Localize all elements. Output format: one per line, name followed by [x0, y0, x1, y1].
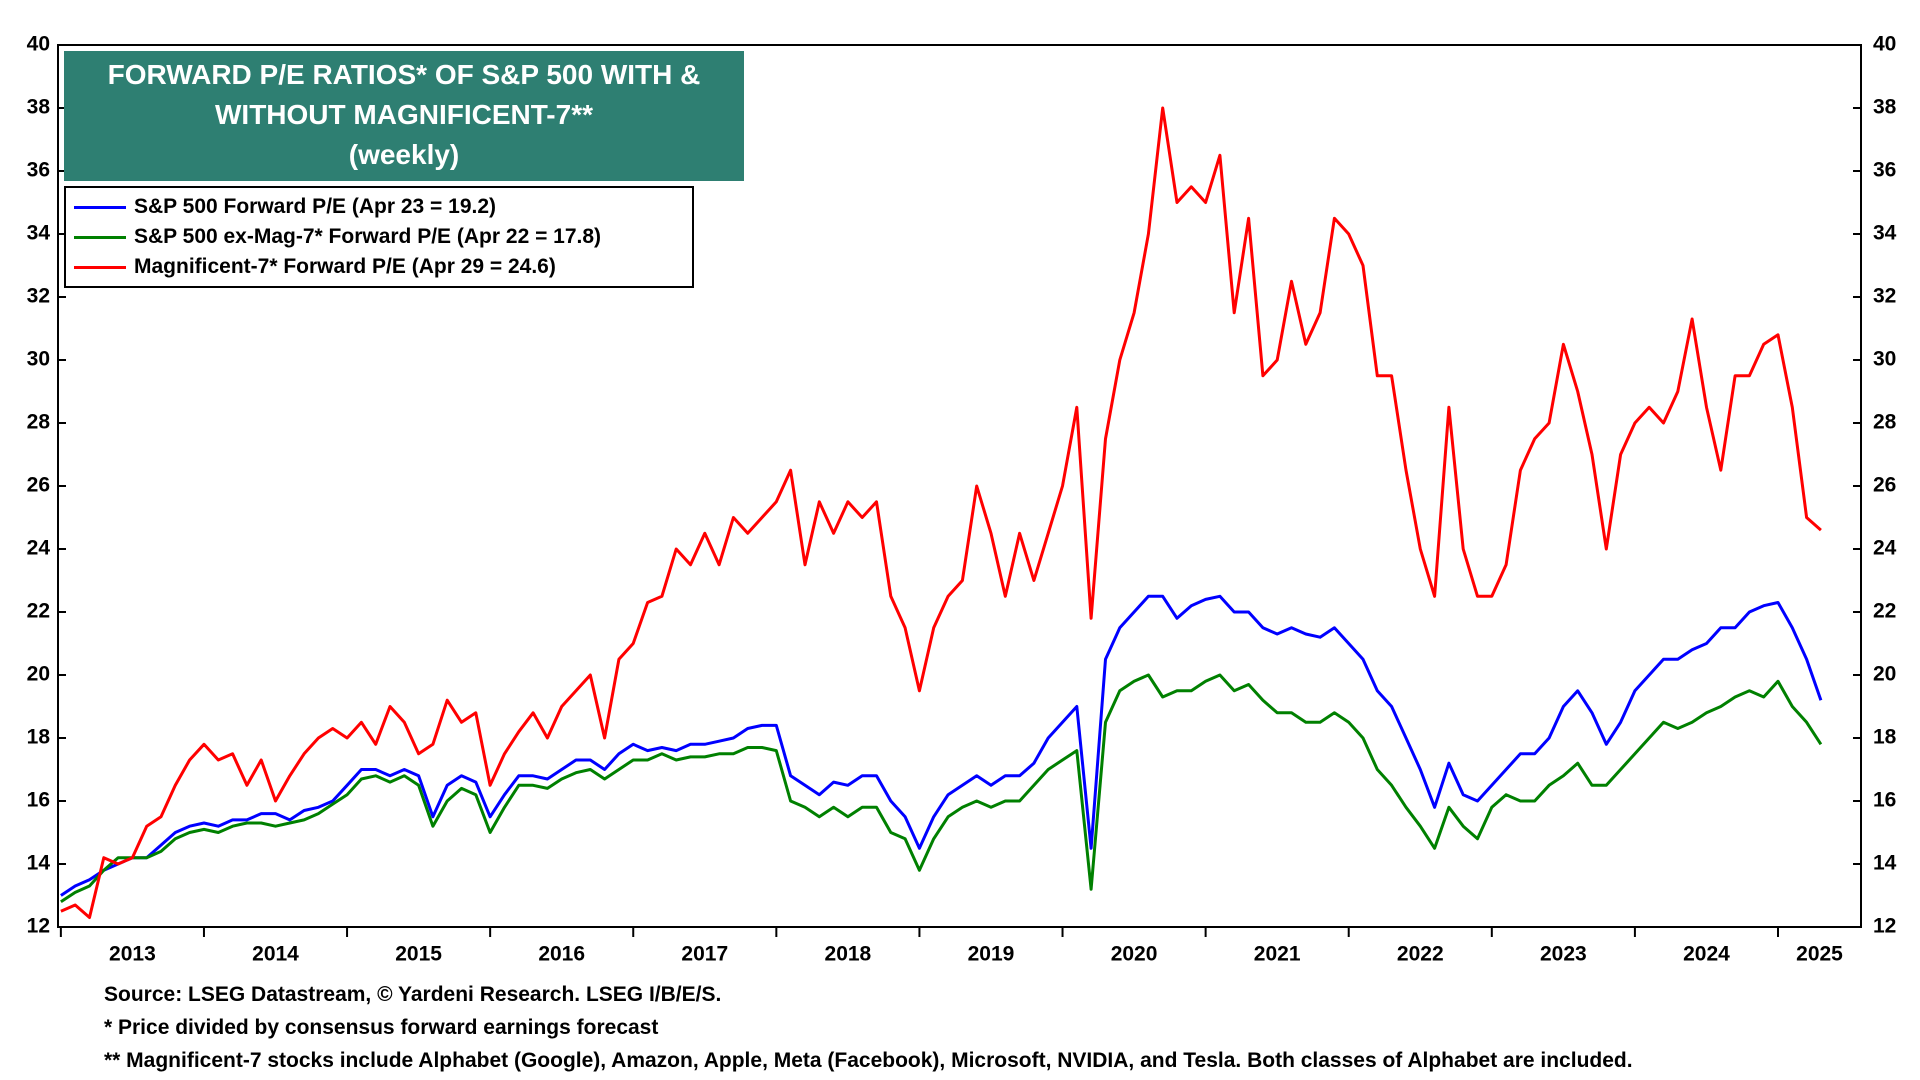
x-tick-label: 2019: [968, 943, 1015, 966]
legend-label: S&P 500 ex-Mag-7* Forward P/E (Apr 22 = …: [134, 225, 602, 248]
legend-label: S&P 500 Forward P/E (Apr 23 = 19.2): [134, 195, 497, 218]
footnote: ** Magnificent-7 stocks include Alphabet…: [104, 1049, 1633, 1072]
x-tick-label: 2015: [395, 943, 442, 966]
legend-entry: S&P 500 Forward P/E (Apr 23 = 19.2): [74, 192, 684, 222]
series-line: [60, 673, 1823, 904]
y2-tick-label: 38: [1873, 96, 1897, 119]
legend-entry: S&P 500 ex-Mag-7* Forward P/E (Apr 22 = …: [74, 222, 684, 252]
notes: Source: LSEG Datastream, © Yardeni Resea…: [104, 978, 1633, 1077]
y2-tick-label: 18: [1873, 726, 1897, 749]
y-tick-label: 12: [27, 915, 50, 938]
y-tick-label: 14: [27, 852, 51, 875]
y-tick-label: 34: [27, 222, 51, 245]
y2-tick-label: 30: [1873, 348, 1896, 371]
y2-tick-label: 28: [1873, 411, 1897, 434]
chart-subtitle: (weekly): [348, 139, 460, 170]
y2-tick-label: 16: [1873, 789, 1896, 812]
y-tick-label: 36: [27, 159, 50, 182]
y-tick-label: 30: [27, 348, 50, 371]
y-tick-label: 26: [27, 474, 50, 497]
legend-swatch: [74, 205, 126, 209]
y2-tick-label: 32: [1873, 285, 1896, 308]
x-tick-label: 2022: [1397, 943, 1444, 966]
x-tick-label: 2017: [681, 943, 728, 966]
legend: S&P 500 Forward P/E (Apr 23 = 19.2) S&P 5…: [64, 186, 694, 288]
x-tick-label: 2016: [538, 943, 585, 966]
y-tick-label: 18: [27, 726, 51, 749]
y2-tick-label: 12: [1873, 915, 1896, 938]
x-tick-label: 2023: [1540, 943, 1587, 966]
y2-tick-label: 34: [1873, 222, 1897, 245]
y2-tick-label: 36: [1873, 159, 1896, 182]
x-tick-label: 2021: [1254, 943, 1301, 966]
y-tick-label: 32: [27, 285, 50, 308]
legend-swatch: [74, 235, 126, 239]
legend-swatch: [74, 265, 126, 269]
footnote: * Price divided by consensus forward ear…: [104, 1016, 659, 1039]
y-tick-label: 28: [27, 411, 51, 434]
x-tick-label: 2013: [109, 943, 156, 966]
y-tick-label: 38: [27, 96, 51, 119]
y2-tick-label: 14: [1873, 852, 1897, 875]
x-tick-label: 2014: [252, 943, 299, 966]
y-tick-label: 22: [27, 600, 50, 623]
y-tick-label: 20: [27, 663, 50, 686]
y2-tick-label: 40: [1873, 33, 1896, 56]
title-box: FORWARD P/E RATIOS* OF S&P 500 WITH & WI…: [64, 51, 744, 181]
x-tick-label: 2018: [825, 943, 872, 966]
y-tick-label: 24: [27, 537, 51, 560]
y2-tick-label: 24: [1873, 537, 1897, 560]
y2-tick-label: 26: [1873, 474, 1896, 497]
y-tick-label: 40: [27, 33, 50, 56]
chart-title: FORWARD P/E RATIOS* OF S&P 500 WITH & WI…: [107, 59, 701, 130]
x-tick-label: 2024: [1683, 943, 1730, 966]
y2-tick-label: 22: [1873, 600, 1896, 623]
y2-tick-label: 20: [1873, 663, 1896, 686]
series-line: [60, 106, 1822, 919]
legend-entry: Magnificent-7* Forward P/E (Apr 29 = 24.…: [74, 252, 684, 282]
legend-label: Magnificent-7* Forward P/E (Apr 29 = 24.…: [134, 255, 556, 278]
series-line: [60, 594, 1823, 897]
x-tick-label: 2020: [1111, 943, 1158, 966]
y-tick-label: 16: [27, 789, 50, 812]
footnote: Source: LSEG Datastream, © Yardeni Resea…: [104, 983, 722, 1006]
x-tick-label: 2025: [1796, 943, 1843, 966]
